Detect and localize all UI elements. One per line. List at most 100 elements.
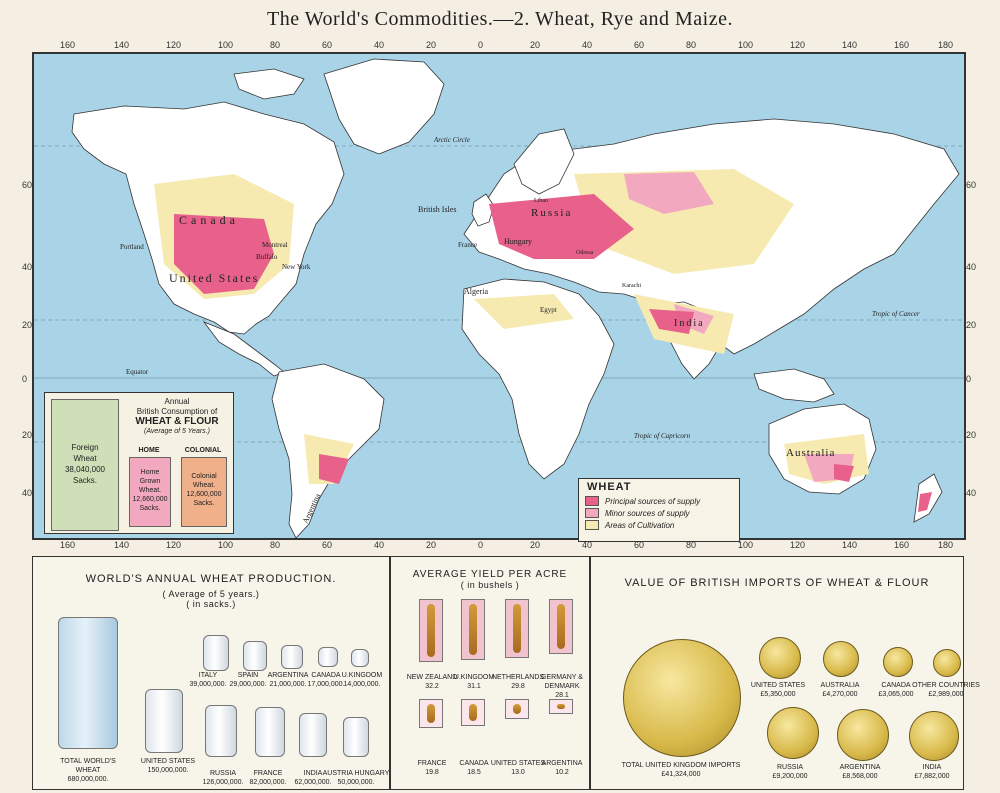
- yield-name: CANADA: [459, 760, 489, 767]
- legend-label: Areas of Cultivation: [605, 520, 675, 530]
- scale-right-label: 0: [966, 374, 972, 384]
- import-value: £7,882,000: [914, 773, 950, 780]
- scale-bottom-label: 20: [530, 540, 541, 550]
- montreal-label: Montreal: [262, 241, 288, 249]
- production-value: 14,000,000.: [343, 681, 381, 688]
- production-value: 82,000,000.: [249, 779, 287, 786]
- arctic-islands: [233, 68, 305, 100]
- production-caption: ITALY 39,000,000.: [173, 671, 243, 689]
- wheat-sack: [58, 617, 118, 749]
- import-name: RUSSIA: [776, 764, 804, 771]
- home-heading: HOME: [138, 447, 160, 454]
- production-name: TOTAL WORLD'S WHEAT: [60, 758, 116, 774]
- yield-bar: [505, 599, 529, 658]
- legend-item-cultivation: Areas of Cultivation: [585, 519, 739, 531]
- production-value: 39,000,000.: [189, 681, 227, 688]
- production-value: 50,000,000.: [337, 779, 375, 786]
- import-name: ARGENTINA: [839, 764, 881, 771]
- yield-name: FRANCE: [417, 760, 447, 767]
- production-name: FRANCE: [253, 770, 283, 777]
- production-name: ARGENTINA: [267, 672, 309, 679]
- australia-label: Australia: [786, 447, 835, 459]
- scale-top-label: 160: [894, 40, 910, 50]
- scale-top-label: 100: [738, 40, 754, 50]
- scale-top-label: 60: [634, 40, 645, 50]
- home-wheat-label: Home Grown Wheat. 12,660,000 Sacks.: [130, 468, 170, 513]
- production-caption: FRANCE 82,000,000.: [233, 769, 303, 787]
- scale-top-label: 40: [374, 40, 385, 50]
- legend-swatch: [585, 520, 599, 530]
- equator-label: Equator: [126, 368, 149, 376]
- text-line: 12,600,000: [186, 491, 222, 498]
- india-label: India: [674, 318, 705, 329]
- russia-label: Russia: [531, 207, 572, 219]
- wheat-ear-icon: [557, 604, 565, 649]
- production-sub1: ( Average of 5 years.): [162, 589, 260, 599]
- import-name: AUSTRALIA: [820, 682, 860, 689]
- production-caption: CANADA 17,000,000.: [291, 671, 361, 689]
- yield-caption: NEW ZEALAND 32.2: [397, 673, 467, 691]
- legend-swatch: [585, 496, 599, 506]
- production-title: WORLD'S ANNUAL WHEAT PRODUCTION.: [85, 573, 337, 585]
- scale-bottom-label: 60: [322, 540, 333, 550]
- production-name: AUSTRIA HUNGARY: [322, 770, 390, 777]
- production-name: RUSSIA: [209, 770, 237, 777]
- scale-top-label: 20: [530, 40, 541, 50]
- import-value: £2,989,000: [928, 691, 964, 698]
- british-isles-landmass: [471, 193, 495, 227]
- scale-top-label: 80: [686, 40, 697, 50]
- scale-right-label: 20: [966, 320, 977, 330]
- yield-value: 28.1: [555, 692, 569, 699]
- new-york-label: New York: [282, 263, 311, 271]
- scale-top-label: 140: [842, 40, 858, 50]
- text-line: Wheat.: [138, 487, 162, 494]
- algeria-label: Algeria: [464, 287, 488, 296]
- scale-right-label: 40: [966, 488, 977, 498]
- yield-name: GERMANY & DENMARK: [541, 674, 583, 690]
- scale-left-label: 40: [22, 488, 33, 498]
- import-name: INDIA: [922, 764, 942, 771]
- scale-bottom-label: 140: [842, 540, 858, 550]
- yield-bar: [461, 699, 485, 726]
- production-caption: SPAIN 29,000,000.: [213, 671, 283, 689]
- colonial-wheat-bar: Colonial Wheat. 12,600,000 Sacks.: [181, 457, 227, 527]
- total-imports-caption: TOTAL UNITED KINGDOM IMPORTS £41,324,000: [611, 761, 751, 779]
- import-caption: ARGENTINA £8,568,000: [825, 763, 895, 781]
- import-caption: RUSSIA £9,200,000: [755, 763, 825, 781]
- production-name: ITALY: [198, 672, 218, 679]
- production-name: SPAIN: [237, 672, 259, 679]
- legend-item-minor: Minor sources of supply: [585, 507, 739, 519]
- yield-bar: [549, 599, 573, 654]
- import-coin: [883, 647, 913, 677]
- legend-label: Principal sources of supply: [605, 496, 701, 506]
- import-caption: CANADA £3,065,000: [861, 681, 931, 699]
- scale-top-label: 140: [114, 40, 130, 50]
- import-coin: [823, 641, 859, 677]
- yield-bar: [419, 599, 443, 662]
- consumption-line2: WHEAT & FLOUR: [135, 416, 219, 427]
- import-value: £5,350,000: [760, 691, 796, 698]
- production-sub2: ( in sacks.): [186, 599, 236, 609]
- scale-right-label: 60: [966, 180, 977, 190]
- british-isles-label: British Isles: [418, 205, 456, 214]
- yield-value: 32.2: [425, 683, 439, 690]
- scale-top-label: 40: [582, 40, 593, 50]
- buffalo-label: Buffalo: [256, 253, 278, 261]
- yield-caption: U.KINGDOM 31.1: [439, 673, 509, 691]
- production-caption: UNITED STATES 150,000,000.: [133, 757, 203, 775]
- wheat-sack: [145, 689, 183, 753]
- production-name: INDIA: [303, 770, 323, 777]
- import-value: £9,200,000: [772, 773, 808, 780]
- imports-value: £41,324,000: [661, 771, 701, 778]
- total-imports-coin: [623, 639, 741, 757]
- production-caption: U.KINGDOM 14,000,000.: [327, 671, 397, 689]
- import-name: OTHER COUNTRIES: [912, 682, 980, 689]
- greenland-landmass: [323, 58, 445, 155]
- principal-sources-of-supply: [174, 194, 932, 512]
- yield-caption: GERMANY & DENMARK 28.1: [527, 673, 597, 700]
- united-states-label: United States: [169, 271, 259, 285]
- wheat-sack: [205, 705, 237, 757]
- yield-name: UNITED STATES: [490, 760, 546, 767]
- import-coin: [909, 711, 959, 761]
- wheat-sack: [255, 707, 285, 757]
